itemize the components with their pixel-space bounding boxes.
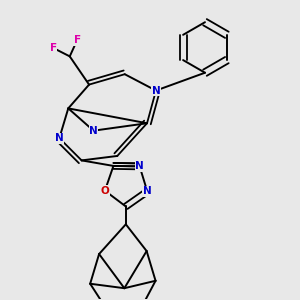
Text: O: O — [100, 186, 109, 196]
Text: N: N — [152, 85, 160, 96]
Text: N: N — [55, 133, 64, 143]
Text: N: N — [143, 186, 152, 197]
Text: F: F — [50, 43, 57, 53]
Text: N: N — [89, 126, 98, 136]
Text: N: N — [135, 161, 144, 171]
Text: F: F — [74, 35, 81, 45]
